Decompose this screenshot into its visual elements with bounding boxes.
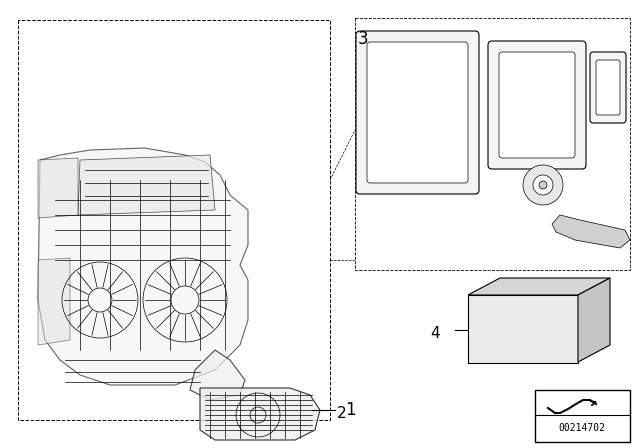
Circle shape [523,165,563,205]
Polygon shape [38,258,70,345]
FancyBboxPatch shape [468,295,578,363]
Polygon shape [552,215,630,248]
Polygon shape [190,350,245,400]
Circle shape [533,175,553,195]
Text: 1: 1 [345,401,356,419]
Polygon shape [200,388,320,440]
Text: 4: 4 [430,326,440,340]
Circle shape [539,181,547,189]
FancyBboxPatch shape [499,52,575,158]
Polygon shape [468,278,610,295]
FancyBboxPatch shape [356,31,479,194]
FancyBboxPatch shape [596,60,620,115]
FancyBboxPatch shape [367,42,468,183]
Polygon shape [38,148,248,385]
Text: 00214702: 00214702 [559,423,605,433]
Polygon shape [38,158,78,218]
Text: 3: 3 [358,30,369,48]
Polygon shape [578,278,610,362]
Text: 2: 2 [337,405,347,421]
Polygon shape [78,155,215,215]
FancyBboxPatch shape [488,41,586,169]
FancyBboxPatch shape [535,390,630,442]
FancyBboxPatch shape [590,52,626,123]
